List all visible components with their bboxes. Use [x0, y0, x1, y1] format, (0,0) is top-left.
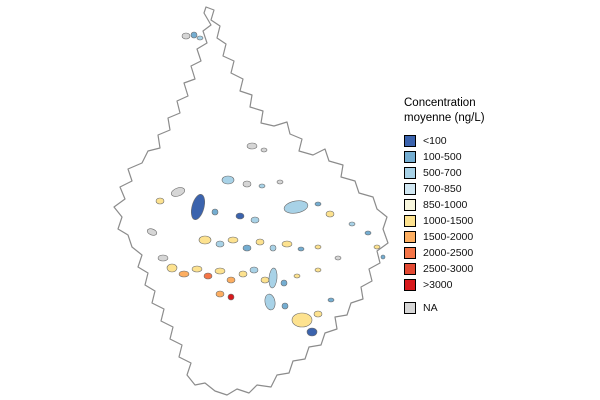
map-region — [268, 267, 278, 289]
map-region — [226, 276, 236, 284]
legend-swatch — [404, 150, 416, 163]
map-region — [314, 201, 322, 207]
legend-swatch — [404, 134, 416, 147]
map-region — [260, 276, 270, 284]
legend-label: 100-500 — [423, 150, 462, 163]
map-region — [170, 187, 186, 197]
map-region — [334, 255, 342, 261]
map-region — [211, 208, 219, 216]
legend-swatch — [404, 166, 416, 179]
map-region — [348, 221, 356, 227]
map-region — [181, 32, 191, 40]
legend-item: >3000 — [404, 277, 485, 293]
map-region — [373, 244, 381, 250]
map-region — [306, 327, 318, 337]
map-region — [203, 272, 213, 280]
map-region — [327, 297, 335, 303]
legend-label: 850-1000 — [423, 198, 468, 211]
legend-item: 1000-1500 — [404, 213, 485, 229]
legend-title-line1: Concentration — [404, 97, 476, 109]
legend-swatch — [404, 230, 416, 243]
legend-item: 700-850 — [404, 181, 485, 197]
legend: Concentration moyenne (ng/L) <100 100-500… — [404, 96, 485, 316]
map-region — [196, 35, 204, 41]
map-region — [313, 310, 323, 318]
legend-swatch — [404, 278, 416, 291]
legend-swatch — [404, 262, 416, 275]
legend-item: 100-500 — [404, 149, 485, 165]
map-region — [146, 228, 158, 236]
legend-label: 1500-2000 — [423, 230, 474, 243]
map-region — [264, 293, 276, 311]
legend-label: 500-700 — [423, 166, 462, 179]
map-region — [227, 236, 239, 244]
map-region — [283, 200, 309, 214]
map-region — [269, 244, 277, 252]
legend-label: 1000-1500 — [423, 214, 474, 227]
map-region — [166, 263, 178, 273]
map-region — [238, 270, 248, 278]
map-region — [246, 142, 258, 150]
map-region — [364, 230, 372, 236]
legend-items: <100 100-500 500-700 700-850 850-1000 1000-15… — [404, 133, 485, 316]
map-region — [198, 235, 212, 245]
map-region — [276, 179, 284, 185]
country-outline — [113, 6, 389, 396]
legend-item: NA — [404, 300, 485, 316]
legend-item: 850-1000 — [404, 197, 485, 213]
legend-item: <100 — [404, 133, 485, 149]
map-region — [281, 240, 293, 248]
map-region — [155, 197, 165, 205]
legend-title: Concentration moyenne (ng/L) — [404, 96, 485, 126]
map-region — [215, 240, 225, 248]
map-region — [191, 265, 203, 273]
map-region — [227, 293, 235, 301]
legend-label: 700-850 — [423, 182, 462, 195]
legend-swatch — [404, 182, 416, 195]
legend-label: >3000 — [423, 278, 453, 291]
map-region — [157, 254, 169, 262]
legend-swatch — [404, 198, 416, 211]
legend-swatch — [404, 214, 416, 227]
legend-item: 2000-2500 — [404, 245, 485, 261]
map-region — [190, 31, 198, 39]
legend-item: 1500-2000 — [404, 229, 485, 245]
map-region — [221, 175, 235, 185]
map-region — [214, 267, 226, 275]
map-region — [314, 244, 322, 250]
legend-label: 2500-3000 — [423, 262, 474, 275]
map-region — [249, 266, 259, 274]
map-region — [280, 279, 288, 287]
legend-label: 2000-2500 — [423, 246, 474, 259]
legend-swatch — [404, 301, 416, 314]
map-region — [215, 290, 225, 298]
map-region — [242, 244, 252, 252]
map-region — [190, 194, 206, 220]
map-region — [178, 270, 190, 278]
map-regions — [146, 31, 386, 337]
legend-label: NA — [423, 301, 438, 314]
map-region — [297, 246, 305, 252]
legend-item: 2500-3000 — [404, 261, 485, 277]
map-region — [250, 216, 260, 224]
legend-item: 500-700 — [404, 165, 485, 181]
map-region — [380, 254, 386, 260]
map-region — [291, 312, 313, 328]
map-region — [235, 212, 245, 220]
map-region — [314, 267, 322, 273]
map-region — [325, 210, 335, 218]
map-region — [258, 183, 266, 189]
legend-title-line2: moyenne (ng/L) — [404, 111, 485, 124]
map-region — [255, 238, 265, 246]
map-region — [281, 302, 289, 310]
legend-label: <100 — [423, 134, 447, 147]
map-region — [242, 180, 252, 188]
map-region — [293, 273, 301, 279]
legend-swatch — [404, 246, 416, 259]
map-region — [260, 147, 268, 153]
